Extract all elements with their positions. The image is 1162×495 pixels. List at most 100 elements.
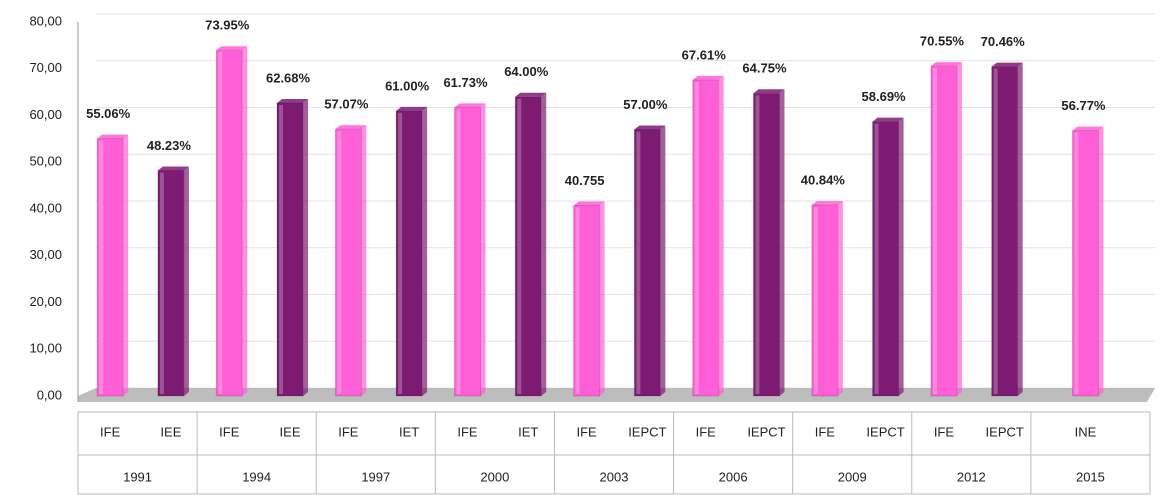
bar — [930, 65, 958, 397]
y-tick-label: 30,00 — [29, 247, 62, 262]
category-label: IEPCT — [866, 424, 904, 439]
bar — [633, 129, 661, 397]
bar-highlight — [159, 172, 164, 394]
bar-highlight — [694, 81, 699, 394]
category-label: IFE — [457, 424, 478, 439]
bar-side — [183, 166, 189, 396]
bar-highlight — [456, 109, 461, 395]
group-label: 2009 — [838, 469, 867, 484]
bar-highlight — [575, 207, 580, 394]
bar-top — [216, 46, 248, 51]
bar-side — [718, 75, 724, 396]
bar-side — [303, 98, 309, 396]
category-label: IEPCT — [986, 424, 1024, 439]
bar-top — [930, 62, 962, 67]
category-label: IEE — [160, 424, 181, 439]
bar-side — [1017, 62, 1023, 397]
value-label: 70.55% — [920, 34, 965, 49]
bar-side — [599, 201, 605, 396]
bar — [1071, 130, 1099, 397]
group-label: 1997 — [361, 469, 390, 484]
bar — [991, 66, 1019, 397]
category-label: INE — [1075, 424, 1097, 439]
value-label: 64.75% — [742, 61, 787, 76]
group-label: 1991 — [123, 469, 152, 484]
bar-top — [811, 201, 843, 206]
bar-side — [422, 106, 428, 396]
value-label: 70.46% — [981, 34, 1026, 49]
bar — [96, 138, 124, 397]
bar-top — [454, 103, 486, 108]
bar-top — [991, 62, 1023, 67]
category-label: IEE — [280, 424, 301, 439]
group-label: 2006 — [719, 469, 748, 484]
y-tick-label: 80,00 — [29, 13, 62, 28]
bar-highlight — [218, 52, 223, 394]
bar-top — [396, 106, 428, 111]
category-label: IFE — [576, 424, 597, 439]
bar-highlight — [279, 104, 284, 394]
bar — [157, 170, 185, 397]
bar — [811, 204, 839, 397]
value-label: 61.00% — [385, 78, 430, 93]
group-label: 2012 — [957, 469, 986, 484]
value-label: 61.73% — [443, 75, 488, 90]
value-label: 40.755 — [565, 173, 605, 188]
y-tick-label: 40,00 — [29, 200, 62, 215]
bar-top — [753, 89, 785, 94]
bar-side — [361, 125, 367, 396]
value-label: 40.84% — [801, 173, 846, 188]
bar-side — [898, 117, 904, 396]
bar-top — [277, 98, 309, 103]
category-label: IFE — [696, 424, 717, 439]
y-tick-label: 0,00 — [37, 387, 62, 402]
bar-highlight — [398, 112, 403, 394]
category-label: IFE — [219, 424, 240, 439]
bar-side — [837, 201, 843, 396]
value-label: 57.07% — [324, 97, 369, 112]
bar-side — [1098, 126, 1104, 396]
bar-highlight — [337, 131, 342, 394]
group-label: 2015 — [1076, 469, 1105, 484]
category-label: IEPCT — [628, 424, 666, 439]
value-label: 57.00% — [623, 97, 668, 112]
y-tick-label: 50,00 — [29, 154, 62, 169]
category-label: IFE — [934, 424, 955, 439]
y-tick-label: 20,00 — [29, 294, 62, 309]
bar — [215, 49, 243, 397]
category-label: IEPCT — [747, 424, 785, 439]
bar-side — [956, 62, 962, 397]
y-tick-label: 70,00 — [29, 60, 62, 75]
category-label: IET — [518, 424, 538, 439]
category-label: IET — [399, 424, 419, 439]
bar — [573, 204, 601, 397]
bar-highlight — [517, 98, 522, 395]
value-label: 73.95% — [205, 18, 250, 33]
bar — [752, 92, 780, 397]
category-label: IFE — [815, 424, 836, 439]
value-label: 56.77% — [1061, 98, 1106, 113]
value-label: 64.00% — [504, 64, 549, 79]
bar — [276, 102, 304, 397]
bar-top — [335, 125, 367, 130]
bar-highlight — [1074, 132, 1079, 394]
value-label: 48.23% — [147, 138, 192, 153]
bar-side — [660, 125, 666, 397]
bar — [453, 106, 481, 397]
bar-top — [872, 117, 904, 122]
bar-highlight — [636, 131, 641, 394]
bar — [872, 121, 900, 397]
bar-top — [634, 125, 666, 130]
y-tick-label: 60,00 — [29, 107, 62, 122]
category-label: IFE — [100, 424, 121, 439]
group-label: 2000 — [480, 469, 509, 484]
bar-highlight — [932, 68, 937, 395]
value-label: 67.61% — [682, 47, 727, 62]
bar-top — [1072, 126, 1104, 131]
bar-highlight — [993, 68, 998, 395]
bar-highlight — [755, 95, 760, 394]
bar-top — [692, 75, 724, 80]
value-label: 58.69% — [862, 89, 907, 104]
category-label: IFE — [338, 424, 359, 439]
